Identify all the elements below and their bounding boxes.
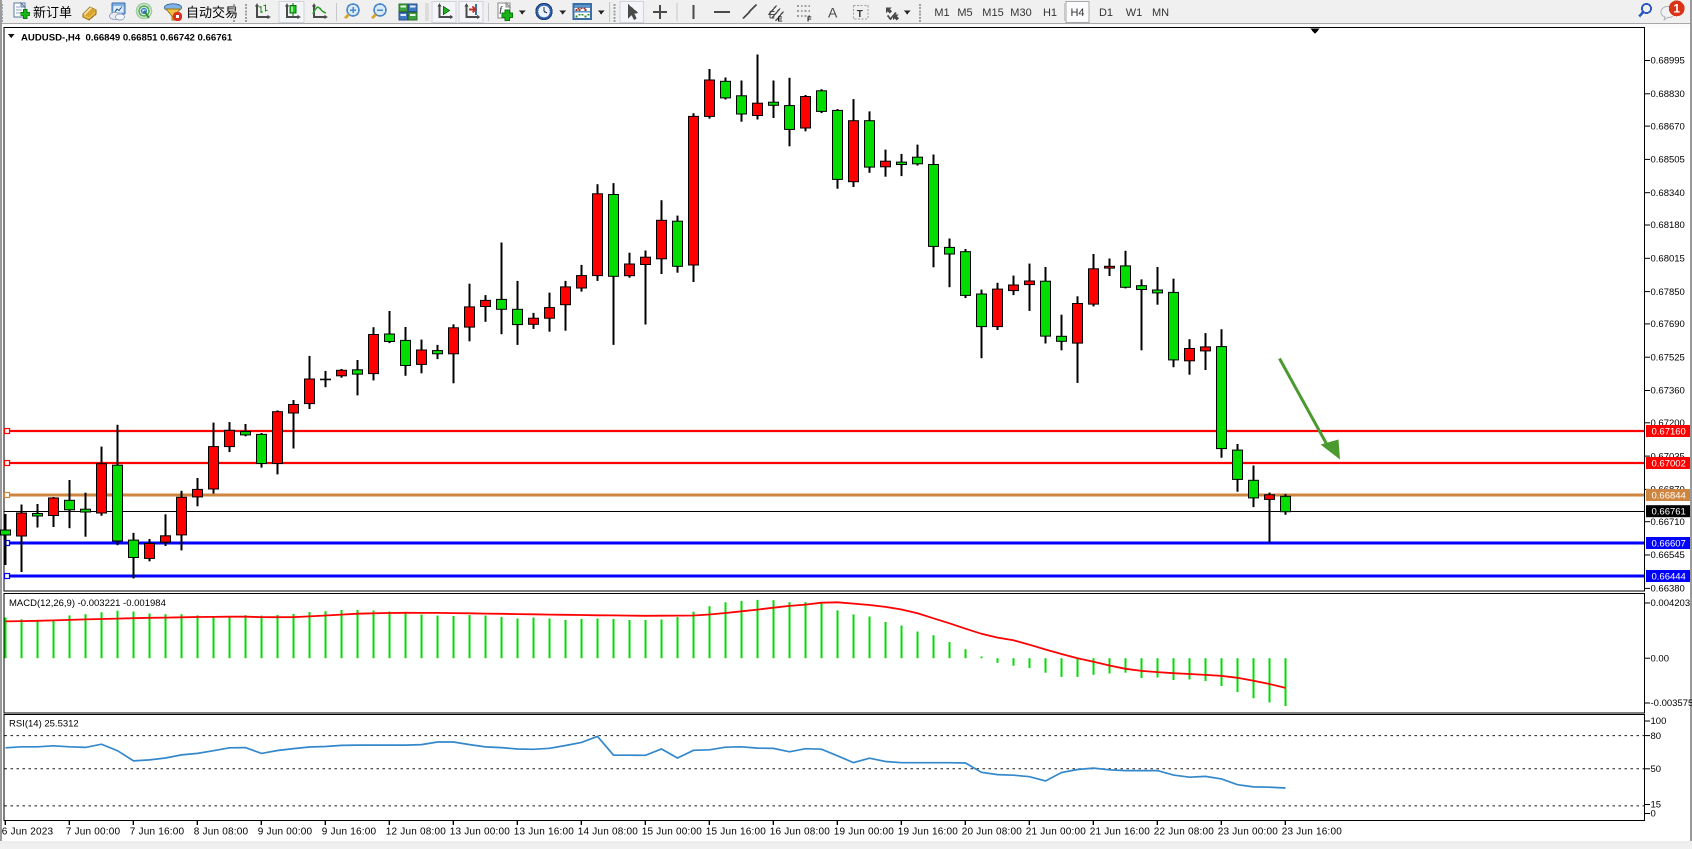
svg-text:23 Jun 16:00: 23 Jun 16:00 [1282, 827, 1342, 838]
svg-text:AUDUSD-,H4 0.66849 0.66851 0.: AUDUSD-,H4 0.66849 0.66851 0.66742 0.667… [21, 33, 233, 44]
svg-text:D1: D1 [1099, 7, 1113, 19]
svg-text:0.67525: 0.67525 [1651, 352, 1685, 363]
svg-text:0.66607: 0.66607 [1652, 538, 1686, 549]
svg-text:0.68995: 0.68995 [1651, 56, 1685, 67]
svg-text:13 Jun 00:00: 13 Jun 00:00 [450, 827, 510, 838]
svg-text:21 Jun 16:00: 21 Jun 16:00 [1090, 827, 1150, 838]
svg-text:20 Jun 08:00: 20 Jun 08:00 [962, 827, 1022, 838]
svg-text:0.004203: 0.004203 [1651, 598, 1691, 609]
svg-text:15 Jun 00:00: 15 Jun 00:00 [642, 827, 702, 838]
svg-text:100: 100 [1651, 716, 1667, 727]
svg-text:12 Jun 08:00: 12 Jun 08:00 [386, 827, 446, 838]
svg-text:0.66545: 0.66545 [1651, 550, 1685, 561]
svg-text:6 Jun 2023: 6 Jun 2023 [2, 827, 54, 838]
svg-text:自动交易: 自动交易 [186, 5, 238, 20]
svg-text:W1: W1 [1126, 7, 1143, 19]
svg-text:0.68180: 0.68180 [1651, 220, 1685, 231]
svg-text:0.68830: 0.68830 [1651, 89, 1685, 100]
svg-text:23 Jun 00:00: 23 Jun 00:00 [1218, 827, 1278, 838]
svg-text:9 Jun 16:00: 9 Jun 16:00 [322, 827, 377, 838]
svg-text:0.68670: 0.68670 [1651, 121, 1685, 132]
svg-text:A: A [828, 5, 838, 21]
svg-text:T: T [857, 9, 863, 20]
svg-text:0.66761: 0.66761 [1652, 507, 1686, 518]
svg-text:16 Jun 08:00: 16 Jun 08:00 [770, 827, 830, 838]
svg-text:8 Jun 08:00: 8 Jun 08:00 [194, 827, 249, 838]
svg-text:19 Jun 16:00: 19 Jun 16:00 [898, 827, 958, 838]
svg-text:M5: M5 [957, 7, 972, 19]
svg-text:H1: H1 [1043, 7, 1057, 19]
svg-text:0: 0 [1651, 809, 1656, 820]
svg-text:14 Jun 08:00: 14 Jun 08:00 [578, 827, 638, 838]
svg-text:0.66844: 0.66844 [1652, 490, 1686, 501]
svg-text:MN: MN [1152, 7, 1169, 19]
svg-text:19 Jun 00:00: 19 Jun 00:00 [834, 827, 894, 838]
svg-text:7 Jun 00:00: 7 Jun 00:00 [66, 827, 121, 838]
svg-text:0.66710: 0.66710 [1651, 517, 1685, 528]
svg-text:M30: M30 [1010, 7, 1031, 19]
svg-text:0.68340: 0.68340 [1651, 188, 1685, 199]
svg-text:0.68015: 0.68015 [1651, 254, 1685, 265]
svg-text:0.67160: 0.67160 [1652, 426, 1686, 437]
svg-text:0.00: 0.00 [1651, 653, 1670, 664]
svg-text:E: E [778, 15, 783, 24]
svg-text:新订单: 新订单 [33, 5, 72, 20]
svg-text:0.66380: 0.66380 [1651, 584, 1685, 595]
svg-text:0.67002: 0.67002 [1652, 458, 1686, 469]
svg-text:50: 50 [1651, 764, 1662, 775]
svg-text:H4: H4 [1070, 7, 1084, 19]
svg-text:0.68505: 0.68505 [1651, 155, 1685, 166]
svg-text:M15: M15 [982, 7, 1003, 19]
svg-text:0.67850: 0.67850 [1651, 287, 1685, 298]
svg-text:13 Jun 16:00: 13 Jun 16:00 [514, 827, 574, 838]
svg-text:80: 80 [1651, 731, 1662, 742]
svg-text:MACD(12,26,9) -0.003221 -0.001: MACD(12,26,9) -0.003221 -0.001984 [9, 598, 166, 609]
svg-text:0.67360: 0.67360 [1651, 386, 1685, 397]
svg-text:7 Jun 16:00: 7 Jun 16:00 [130, 827, 185, 838]
svg-text:RSI(14) 25.5312: RSI(14) 25.5312 [9, 719, 79, 730]
svg-text:-0.003575: -0.003575 [1651, 698, 1692, 709]
svg-text:M1: M1 [934, 7, 949, 19]
svg-text:22 Jun 08:00: 22 Jun 08:00 [1154, 827, 1214, 838]
svg-text:0.67690: 0.67690 [1651, 319, 1685, 330]
svg-text:0.66444: 0.66444 [1652, 571, 1686, 582]
svg-text:F: F [807, 15, 812, 24]
svg-text:15 Jun 16:00: 15 Jun 16:00 [706, 827, 766, 838]
svg-text:1: 1 [1673, 2, 1680, 16]
svg-text:21 Jun 00:00: 21 Jun 00:00 [1026, 827, 1086, 838]
svg-text:9 Jun 00:00: 9 Jun 00:00 [258, 827, 313, 838]
